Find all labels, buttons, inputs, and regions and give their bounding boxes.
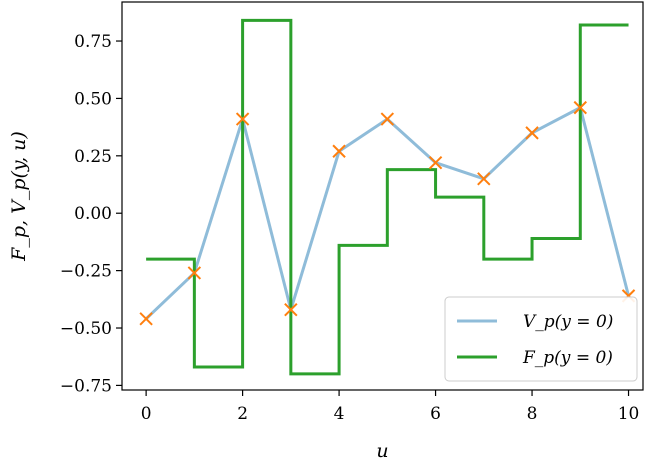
data-point-marker-3 <box>284 302 298 317</box>
data-point-marker-6 <box>428 156 443 170</box>
data-point-marker-0 <box>139 312 153 326</box>
y-tick-label: 0.25 <box>74 147 112 167</box>
legend: V_p(y = 0) F_p(y = 0) <box>444 296 638 382</box>
legend-label-fp: F_p(y = 0) <box>522 348 613 368</box>
marker-stroke <box>525 126 539 140</box>
marker-stroke <box>187 266 202 280</box>
y-tick-label: 0.50 <box>74 89 112 109</box>
marker-stroke <box>573 100 587 115</box>
x-tick-label: 4 <box>334 404 345 424</box>
marker-stroke <box>139 312 153 326</box>
marker-stroke <box>332 144 346 158</box>
legend-label-vp: V_p(y = 0) <box>523 312 613 332</box>
data-point-marker-2 <box>235 112 250 126</box>
data-point-marker-7 <box>477 172 491 186</box>
y-tick-label: −0.25 <box>60 262 112 282</box>
x-tick-label: 6 <box>430 404 441 424</box>
axes: 0 2 4 6 8 10 −0.75 −0.50 −0.25 0.00 0.25 0.50 0.75 u F… <box>8 1 644 462</box>
series-fp-step <box>146 18 629 376</box>
data-point-marker-8 <box>525 126 539 140</box>
y-tick-label: −0.75 <box>60 376 112 396</box>
marker-stroke <box>477 172 491 186</box>
marker-stroke <box>428 156 443 170</box>
x-axis-label: u <box>376 440 388 462</box>
data-point-marker-1 <box>187 266 202 280</box>
data-point-marker-4 <box>332 144 346 158</box>
y-tick-label: 0.00 <box>74 204 112 224</box>
x-tick-label: 10 <box>618 404 640 424</box>
legend-box <box>444 296 638 382</box>
marker-stroke <box>380 112 395 126</box>
data-point-marker-9 <box>573 100 587 115</box>
x-tick-label: 8 <box>527 404 538 424</box>
y-axis-label: F_p, V_p(y, u) <box>8 131 30 262</box>
marker-stroke <box>284 302 298 317</box>
x-tick-label: 2 <box>237 404 248 424</box>
y-tick-label: 0.75 <box>74 32 112 52</box>
axes-frame <box>121 1 644 391</box>
marker-stroke <box>235 112 250 126</box>
legend-entry-fp: F_p(y = 0) <box>457 348 613 368</box>
data-point-marker-5 <box>380 112 395 126</box>
y-tick-label: −0.50 <box>60 319 112 339</box>
legend-entry-vp: V_p(y = 0) <box>457 312 613 332</box>
x-tick-label: 0 <box>141 404 152 424</box>
